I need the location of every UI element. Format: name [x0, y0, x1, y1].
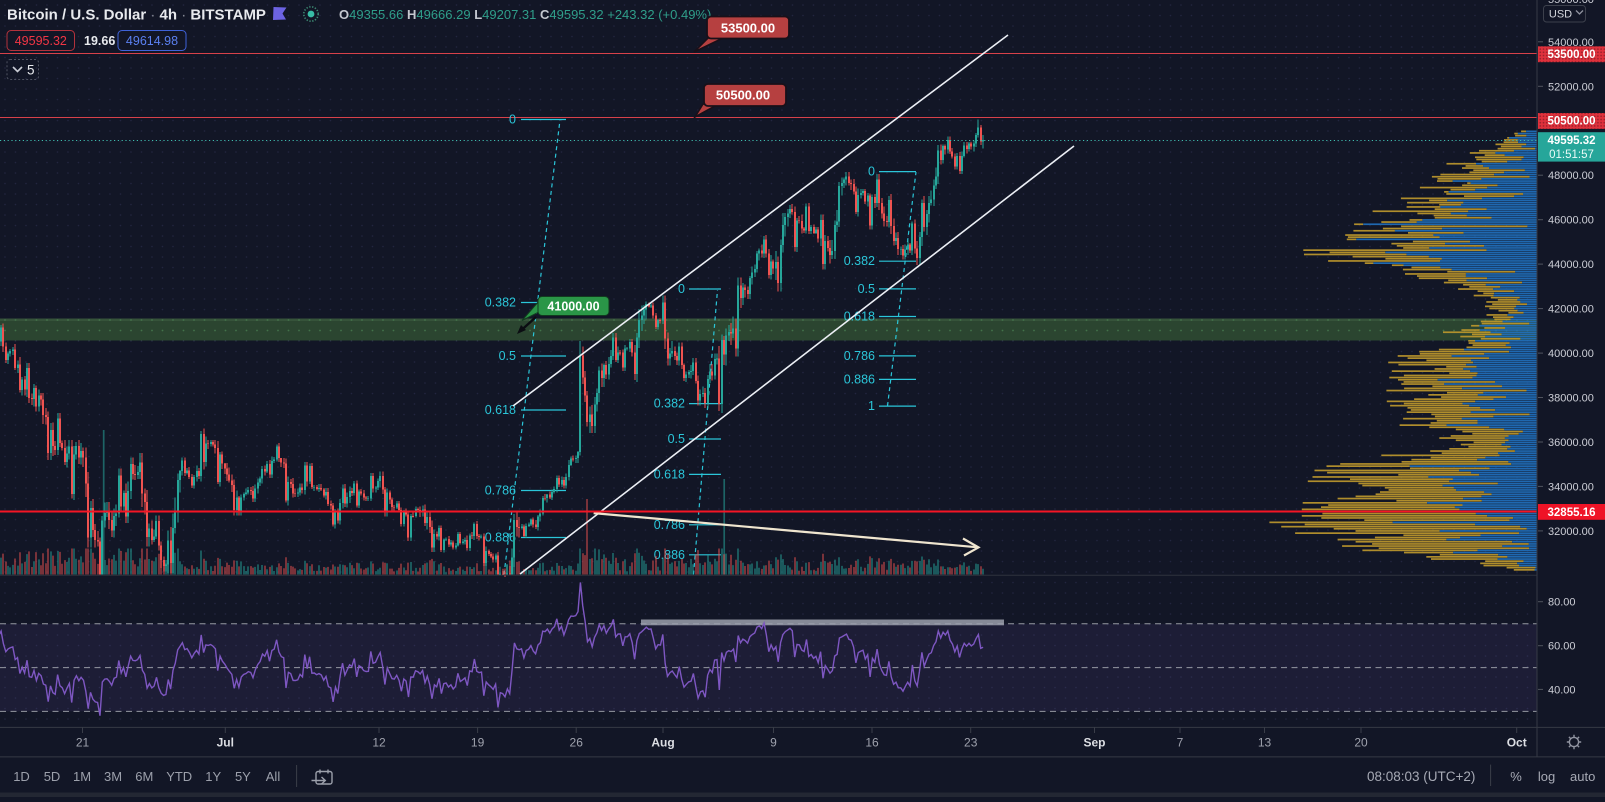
svg-text:19: 19	[471, 736, 485, 750]
svg-text:5Y: 5Y	[235, 769, 251, 784]
svg-text:0.886: 0.886	[844, 372, 875, 386]
svg-text:32000.00: 32000.00	[1548, 526, 1594, 538]
svg-text:12: 12	[372, 736, 386, 750]
svg-text:55000.00: 55000.00	[1548, 0, 1594, 6]
svg-text:36000.00: 36000.00	[1548, 437, 1594, 449]
svg-text:23: 23	[964, 736, 978, 750]
svg-text:USD: USD	[1549, 9, 1572, 21]
svg-text:0.886: 0.886	[654, 548, 685, 562]
svg-text:7: 7	[1177, 736, 1184, 750]
svg-text:9: 9	[770, 736, 777, 750]
svg-text:0.382: 0.382	[844, 254, 875, 268]
svg-text:01:51:57: 01:51:57	[1549, 149, 1594, 161]
svg-text:3M: 3M	[104, 769, 122, 784]
svg-text:32855.16: 32855.16	[1548, 507, 1596, 519]
svg-text:0.5: 0.5	[668, 432, 685, 446]
svg-text:16: 16	[865, 736, 879, 750]
svg-text:%: %	[1510, 769, 1522, 784]
svg-text:50500.00: 50500.00	[716, 88, 770, 103]
svg-text:0: 0	[678, 282, 685, 296]
svg-text:53500.00: 53500.00	[721, 21, 775, 36]
svg-text:19.66: 19.66	[84, 34, 115, 48]
svg-text:26: 26	[570, 736, 584, 750]
svg-text:Sep: Sep	[1083, 736, 1105, 750]
svg-text:0: 0	[509, 113, 516, 127]
svg-text:1M: 1M	[73, 769, 91, 784]
svg-text:40.00: 40.00	[1548, 684, 1576, 696]
svg-text:34000.00: 34000.00	[1548, 481, 1594, 493]
svg-text:53500.00: 53500.00	[1548, 49, 1596, 61]
svg-text:08:08:03 (UTC+2): 08:08:03 (UTC+2)	[1367, 769, 1475, 784]
svg-text:80.00: 80.00	[1548, 597, 1576, 609]
svg-text:41000.00: 41000.00	[547, 300, 599, 314]
svg-text:60.00: 60.00	[1548, 641, 1576, 653]
svg-text:5: 5	[27, 63, 35, 78]
svg-text:20: 20	[1354, 736, 1368, 750]
svg-text:48000.00: 48000.00	[1548, 170, 1594, 182]
svg-text:42000.00: 42000.00	[1548, 304, 1594, 316]
svg-text:0.886: 0.886	[485, 531, 516, 545]
svg-text:Oct: Oct	[1507, 736, 1527, 750]
svg-text:All: All	[266, 769, 281, 784]
svg-text:0.382: 0.382	[654, 397, 685, 411]
svg-text:YTD: YTD	[166, 769, 192, 784]
svg-text:50500.00: 50500.00	[1548, 116, 1596, 128]
svg-text:0.5: 0.5	[858, 282, 875, 296]
svg-text:6M: 6M	[135, 769, 153, 784]
svg-text:5D: 5D	[44, 769, 61, 784]
svg-text:46000.00: 46000.00	[1548, 215, 1594, 227]
svg-text:0.382: 0.382	[485, 296, 516, 310]
svg-text:38000.00: 38000.00	[1548, 393, 1594, 405]
svg-text:0.786: 0.786	[485, 484, 516, 498]
svg-text:54000.00: 54000.00	[1548, 37, 1594, 49]
svg-text:21: 21	[76, 736, 90, 750]
svg-text:49614.98: 49614.98	[126, 34, 178, 48]
svg-text:49595.32: 49595.32	[15, 34, 67, 48]
svg-text:0.618: 0.618	[485, 403, 516, 417]
svg-text:Jul: Jul	[217, 736, 234, 750]
svg-text:40000.00: 40000.00	[1548, 348, 1594, 360]
svg-text:52000.00: 52000.00	[1548, 81, 1594, 93]
svg-text:Aug: Aug	[651, 736, 674, 750]
svg-text:auto: auto	[1570, 769, 1595, 784]
svg-text:1: 1	[868, 399, 875, 413]
svg-text:Bitcoin / U.S. Dollar · 4h · B: Bitcoin / U.S. Dollar · 4h · BITSTAMP	[7, 7, 266, 24]
svg-text:O49355.66 H49666.29 L49207.31: O49355.66 H49666.29 L49207.31 C49595.32 …	[339, 7, 711, 22]
svg-text:log: log	[1538, 769, 1555, 784]
svg-text:0.786: 0.786	[844, 349, 875, 363]
svg-text:1D: 1D	[13, 769, 30, 784]
svg-text:0.5: 0.5	[499, 349, 516, 363]
svg-text:44000.00: 44000.00	[1548, 259, 1594, 271]
svg-text:1Y: 1Y	[205, 769, 221, 784]
svg-text:0.618: 0.618	[654, 467, 685, 481]
svg-text:0: 0	[868, 165, 875, 179]
svg-text:0.618: 0.618	[844, 310, 875, 324]
svg-text:13: 13	[1258, 736, 1272, 750]
svg-text:49595.32: 49595.32	[1548, 135, 1596, 147]
